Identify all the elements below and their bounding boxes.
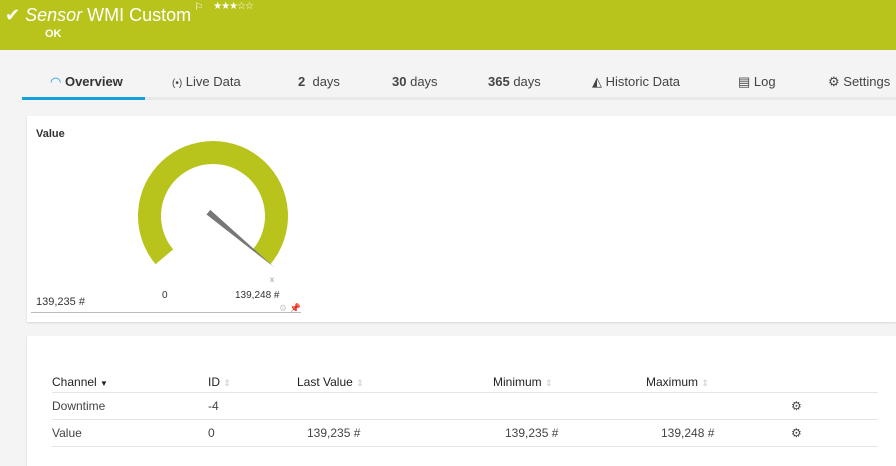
- header-label: Last Value: [297, 374, 353, 389]
- settings-icon[interactable]: ⚙: [279, 303, 288, 313]
- tab-label: days: [410, 74, 438, 89]
- tab-overview[interactable]: ◠ Overview: [50, 74, 123, 90]
- cell-max: [646, 392, 791, 420]
- cell-channel[interactable]: Value: [52, 419, 208, 447]
- pin-icon[interactable]: 📌: [289, 303, 301, 313]
- sort-icon: ⇕: [545, 377, 553, 388]
- tab-log[interactable]: ▤ Log: [738, 74, 776, 90]
- cell-last: [297, 392, 493, 420]
- cell-id: 0: [208, 419, 297, 447]
- header-label: ID: [208, 374, 220, 389]
- tab-num: 2: [298, 74, 306, 89]
- channels-table: Channel ▼ ID ⇕ Last Value ⇕ Minimum ⇕ Ma…: [52, 372, 878, 447]
- tab-bar: ◠ Overview (•) Live Data 2 days 30 days …: [22, 66, 896, 100]
- header-label: Minimum: [493, 374, 542, 389]
- live-icon: (•): [172, 78, 183, 89]
- tab-365-days[interactable]: 365 days: [488, 74, 541, 89]
- sensor-title: ✔ Sensor WMI Custom: [5, 4, 191, 26]
- table-row[interactable]: Downtime -4 ⚙: [52, 392, 878, 420]
- tab-live-data[interactable]: (•) Live Data: [172, 74, 241, 89]
- table-header: Channel ▼ ID ⇕ Last Value ⇕ Minimum ⇕ Ma…: [52, 372, 878, 393]
- log-icon: ▤: [738, 74, 751, 89]
- tab-label: days: [312, 74, 340, 89]
- tab-label: days: [513, 74, 541, 89]
- col-channel[interactable]: Channel ▼: [52, 372, 208, 393]
- channel-settings-icon[interactable]: ⚙: [791, 392, 878, 420]
- tab-2-days[interactable]: 2 days: [298, 74, 340, 89]
- gauge-arc: [138, 141, 288, 265]
- cell-min: 139,235 #: [493, 419, 646, 447]
- tab-settings[interactable]: ⚙ Settings: [828, 74, 890, 90]
- active-tab-indicator: [22, 97, 145, 100]
- table-row[interactable]: Value 0 139,235 # 139,235 # 139,248 # ⚙: [52, 419, 878, 447]
- col-actions: [791, 372, 878, 393]
- channels-card: Channel ▼ ID ⇕ Last Value ⇕ Minimum ⇕ Ma…: [27, 336, 896, 466]
- status-text: OK: [45, 28, 62, 40]
- tab-label: Live Data: [185, 74, 241, 89]
- gauge-card: Value x 139,235 # 0 139,248 # ⚙ 📌: [27, 116, 896, 322]
- header-label: Channel: [52, 374, 97, 389]
- title-prefix: Sensor: [25, 5, 83, 25]
- gauge-min-label: 0: [162, 290, 168, 301]
- flag-icon[interactable]: ⚐: [194, 2, 204, 13]
- needle-marker: x: [270, 275, 274, 284]
- tab-historic-data[interactable]: ◭ Historic Data: [592, 74, 680, 90]
- gauge: x: [138, 141, 288, 284]
- gauge-icon: ◠: [50, 74, 62, 89]
- cell-min: [493, 392, 646, 420]
- tab-label: Log: [753, 74, 776, 89]
- sort-icon: ⇕: [223, 377, 231, 388]
- check-icon: ✔: [5, 5, 21, 25]
- current-value: 139,235 #: [36, 296, 85, 308]
- gear-icon: ⚙: [828, 74, 840, 89]
- cell-max: 139,248 #: [646, 419, 791, 447]
- gauge-tools: ⚙ 📌: [279, 304, 301, 313]
- divider: [31, 312, 301, 313]
- chart-icon: ◭: [592, 74, 602, 89]
- sort-icon: ⇕: [701, 377, 709, 388]
- title-row: ✔ Sensor WMI Custom ⚐ ★★★☆☆: [5, 1, 254, 26]
- gauge-max-label: 139,248 #: [235, 290, 280, 301]
- header-label: Maximum: [646, 374, 699, 389]
- gauge-title: Value: [36, 128, 65, 140]
- sensor-name: WMI Custom: [87, 5, 192, 25]
- tab-label: Settings: [843, 74, 891, 89]
- col-last-value[interactable]: Last Value ⇕: [297, 372, 493, 393]
- cell-last: 139,235 #: [297, 419, 493, 447]
- sort-icon: ⇕: [356, 377, 364, 388]
- tab-num: 365: [488, 74, 510, 89]
- tab-label: Overview: [64, 74, 123, 89]
- channel-settings-icon[interactable]: ⚙: [791, 419, 878, 447]
- sensor-header: ✔ Sensor WMI Custom ⚐ ★★★☆☆ OK: [0, 0, 896, 50]
- col-minimum[interactable]: Minimum ⇕: [493, 372, 646, 393]
- tab-num: 30: [392, 74, 407, 89]
- sort-desc-icon: ▼: [100, 378, 108, 388]
- priority-stars[interactable]: ★★★☆☆: [213, 1, 254, 12]
- tab-30-days[interactable]: 30 days: [392, 74, 438, 89]
- tab-label: Historic Data: [605, 74, 681, 89]
- col-id[interactable]: ID ⇕: [208, 372, 297, 393]
- col-maximum[interactable]: Maximum ⇕: [646, 372, 791, 393]
- cell-channel[interactable]: Downtime: [52, 392, 208, 420]
- gauge-needle: [206, 209, 275, 268]
- cell-id: -4: [208, 392, 297, 420]
